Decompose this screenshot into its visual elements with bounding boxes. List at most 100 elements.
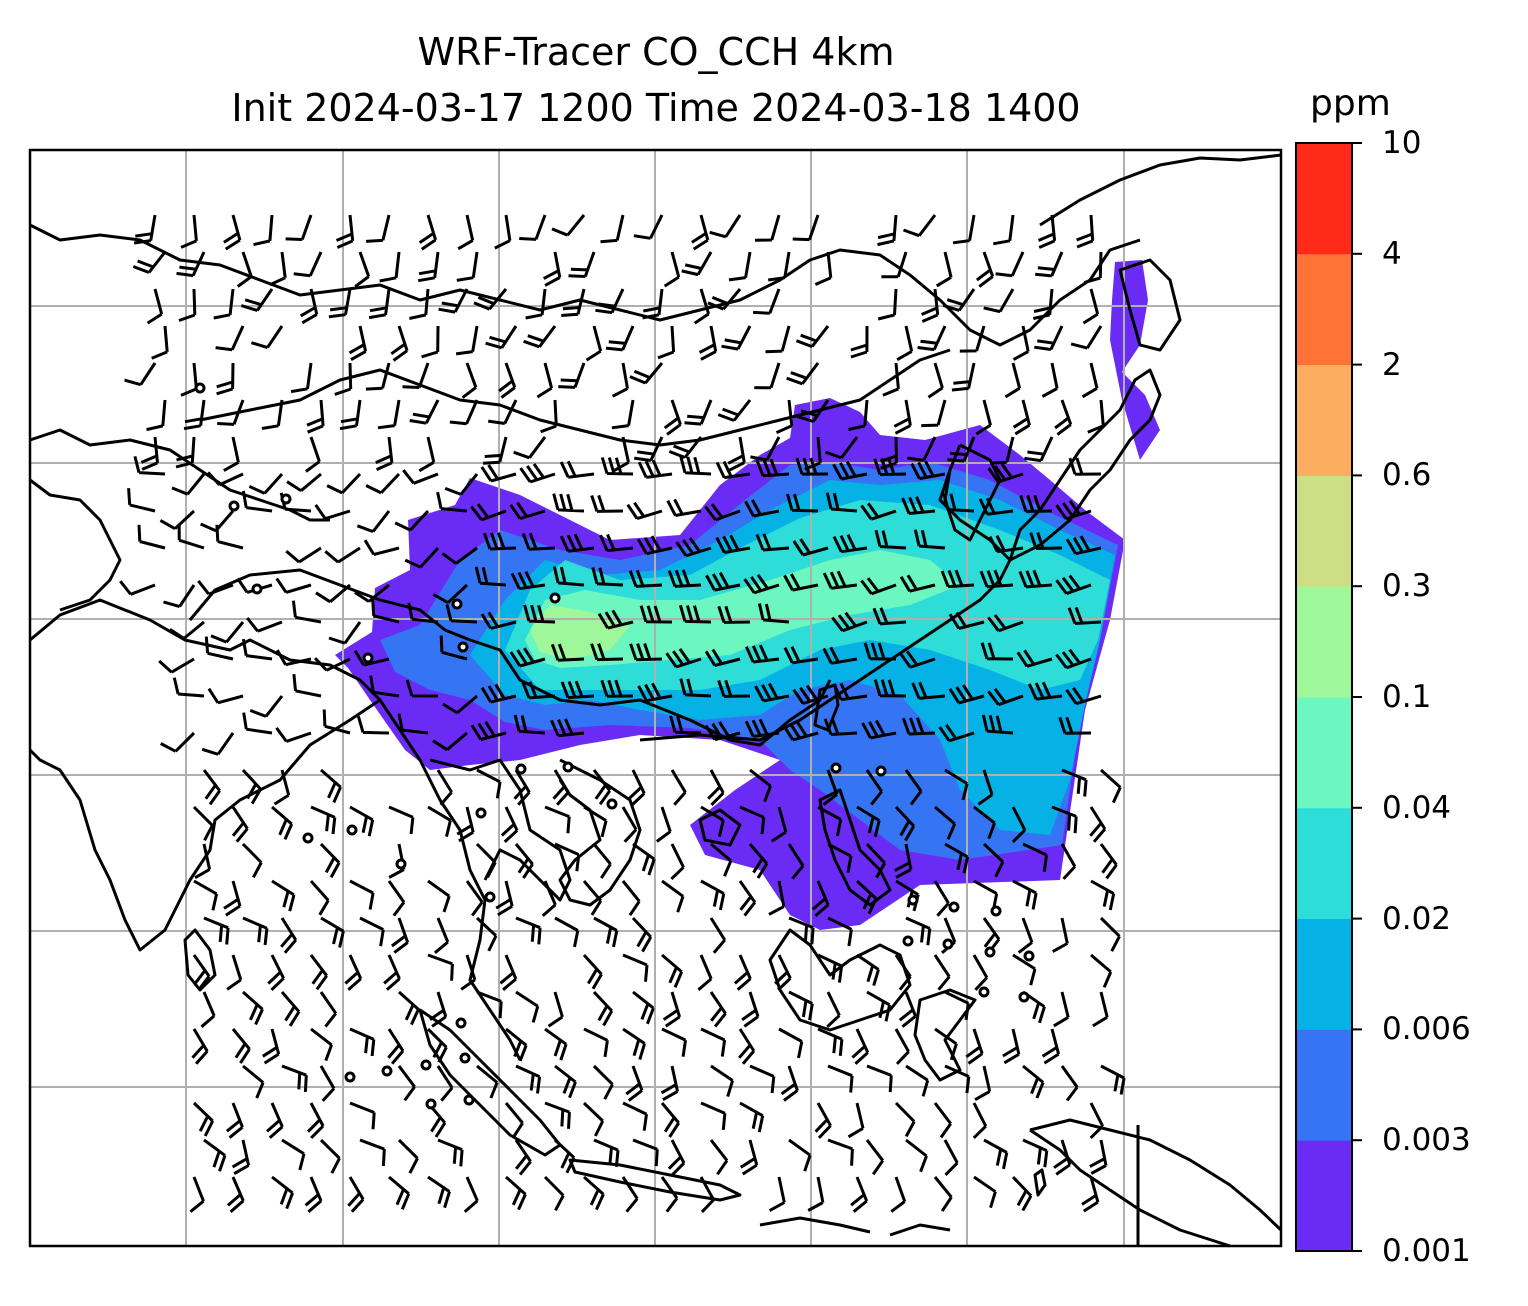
wind-barb (894, 1101, 916, 1138)
wind-barb (1027, 681, 1063, 701)
wind-barb (375, 436, 394, 471)
wind-barb (877, 288, 898, 321)
wind-barb (855, 879, 878, 915)
wind-barb (848, 399, 869, 431)
wind-barb (473, 288, 508, 311)
wind-barb (600, 214, 625, 244)
wind-barb (733, 954, 752, 991)
wind-barb (979, 569, 1014, 589)
wind-barb (250, 325, 284, 350)
wind-barb (717, 605, 751, 624)
wind-barb (626, 501, 663, 521)
wind-barb (226, 1176, 245, 1213)
wind-barb (744, 499, 780, 518)
wind-barb (1011, 1175, 1033, 1212)
wind-barb (309, 954, 328, 991)
wind-barb (796, 399, 830, 423)
wind-barb (457, 214, 475, 251)
wind-barb (476, 768, 502, 799)
wind-barb (513, 714, 546, 735)
wind-barb (637, 682, 673, 703)
wind-barb (662, 991, 682, 1028)
wind-barb (509, 501, 546, 521)
wind-barb (944, 768, 969, 801)
wind-barb (436, 769, 453, 806)
wind-barb (684, 399, 713, 426)
wind-barb (1082, 288, 1100, 325)
wind-barb (906, 436, 937, 462)
wind-barb (365, 472, 401, 495)
wind-barb (436, 1065, 454, 1102)
wind-barb (515, 916, 542, 945)
wind-barb (271, 879, 296, 912)
wind-barb (827, 1064, 854, 1093)
wind-barb (394, 509, 430, 532)
wind-barb (495, 880, 514, 917)
wind-barb (1076, 214, 1095, 249)
wind-barb (770, 806, 788, 843)
wind-barb (544, 805, 571, 834)
wind-barb (1081, 1176, 1100, 1213)
wind-barb (973, 805, 997, 840)
wind-barb (172, 677, 205, 698)
wind-barb (666, 498, 702, 517)
wind-barb (151, 325, 169, 360)
wind-barb (261, 1028, 281, 1065)
wind-barb (767, 251, 791, 282)
wind-barb (319, 991, 338, 1028)
colorbar-tick-label: 0.02 (1382, 900, 1452, 937)
wind-barb (592, 1064, 614, 1100)
wind-barb (349, 805, 375, 837)
wind-barb (792, 214, 820, 242)
wind-barb (514, 1139, 532, 1176)
wind-barb (253, 214, 274, 247)
wind-barb (783, 646, 819, 665)
wind-barb (663, 251, 681, 288)
wind-barb (831, 611, 868, 633)
wind-barb (137, 524, 166, 550)
wind-barbs (119, 214, 1126, 1213)
wind-barb (1022, 1064, 1045, 1099)
wind-barb (894, 805, 916, 842)
wind-barb (292, 673, 322, 698)
colorbar-segment (1296, 253, 1352, 366)
wind-barb (715, 460, 751, 480)
wind-barb (700, 805, 725, 837)
wind-barb (500, 806, 519, 844)
wind-barb (902, 214, 937, 238)
wind-barb (203, 916, 230, 945)
wind-barb (1004, 362, 1022, 399)
wind-barb (975, 251, 995, 288)
wind-barb (470, 720, 507, 741)
wind-barb (231, 806, 249, 843)
wind-barb (513, 436, 547, 460)
wind-barb (899, 650, 936, 669)
wind-barb (898, 991, 917, 1028)
wind-barb (642, 288, 664, 320)
wind-barb (921, 288, 940, 323)
wind-barb (349, 879, 375, 910)
wind-barb (133, 214, 157, 245)
wind-barb (1090, 879, 1116, 911)
wind-barb (1083, 251, 1103, 285)
wind-barb (710, 1064, 735, 1098)
wind-barb (744, 718, 780, 738)
wind-barb (788, 916, 815, 945)
wind-barb (1017, 917, 1034, 954)
wind-barb (439, 635, 468, 661)
wind-barb (913, 529, 946, 550)
wind-barb (768, 1176, 786, 1212)
wind-barb (344, 954, 363, 991)
wind-barb (754, 682, 790, 703)
wind-barb (427, 953, 454, 981)
wind-barb (728, 251, 752, 282)
wind-barb (475, 916, 498, 952)
wind-barb (432, 731, 468, 751)
wind-barb (978, 497, 1014, 516)
wind-barb (590, 494, 624, 513)
wind-barb (679, 678, 712, 698)
wind-barb (390, 325, 409, 362)
wind-barb (865, 842, 887, 879)
wind-barb (827, 1138, 854, 1166)
wind-barb (935, 251, 953, 288)
